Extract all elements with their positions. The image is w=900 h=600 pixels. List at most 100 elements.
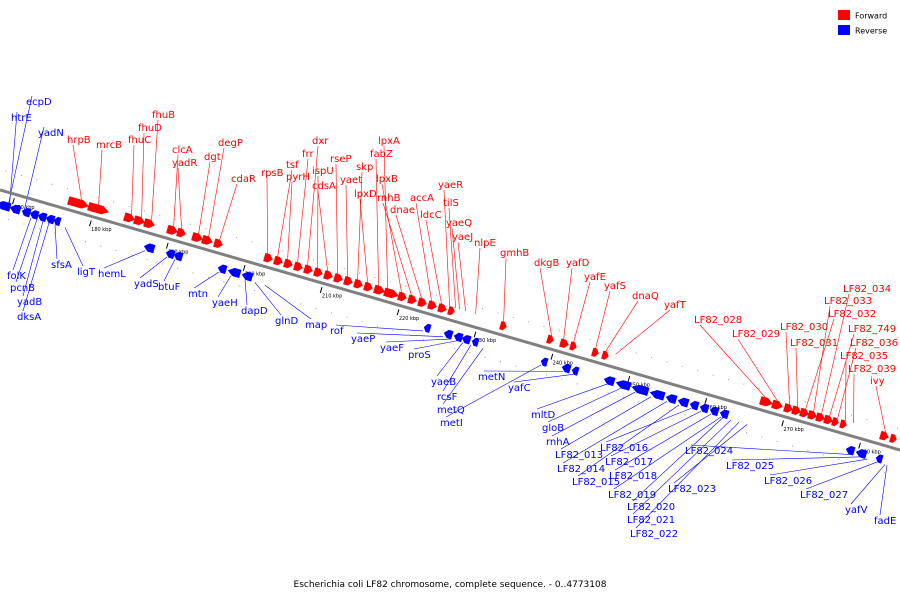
label-leader [805, 318, 835, 410]
forward-gene-arrow [176, 227, 186, 238]
label-leader [879, 464, 888, 516]
forward-gene-label: degP [218, 138, 243, 149]
scale-tick [550, 353, 554, 360]
label-leader [6, 95, 33, 211]
label-leader [345, 184, 348, 277]
reverse-gene-arrow [53, 216, 62, 227]
forward-gene-label: yafS [604, 281, 626, 292]
label-leader [382, 202, 412, 296]
forward-gene-label: lpxA [378, 136, 400, 147]
reverse-gene-arrow [845, 445, 856, 456]
forward-gene-arrow [323, 270, 333, 280]
reverse-gene-label: LF82_018 [609, 471, 657, 482]
reverse-gene-arrow [631, 384, 650, 396]
forward-gene-arrow [363, 281, 373, 292]
scale-tick-label: 170 kbp [14, 205, 34, 211]
label-leader [547, 387, 622, 423]
scale-tick [12, 198, 15, 205]
forward-gene-arrow [783, 403, 793, 413]
scale-tick-label: 210 kbp [322, 294, 342, 300]
label-leader [737, 338, 778, 402]
reverse-gene-label: metI [440, 418, 463, 429]
forward-gene-label: lpxB [376, 174, 398, 185]
label-leader [451, 227, 460, 310]
forward-gene-label: LF82_035 [840, 351, 888, 362]
legend-forward-label: Forward [855, 12, 887, 21]
reverse-gene-arrow [699, 403, 710, 414]
forward-gene-arrow [417, 297, 427, 307]
label-leader [457, 241, 466, 312]
label-leader [54, 224, 58, 260]
reverse-gene-label: LF82_027 [800, 490, 848, 501]
reverse-gene-label: yadN [38, 128, 64, 139]
reverse-gene-label: yafC [508, 383, 531, 394]
label-leader [577, 404, 680, 477]
label-leader [699, 324, 766, 398]
forward-gene-label: dkgB [534, 258, 559, 269]
label-leader [22, 222, 50, 312]
label-leader [563, 267, 573, 340]
forward-gene-arrow [123, 212, 135, 223]
label-leader [163, 259, 176, 282]
scale-tick-label: 180 kbp [91, 227, 111, 233]
forward-gene-arrow [383, 287, 399, 299]
forward-gene-arrow [293, 261, 303, 272]
reverse-gene-label: yafV [845, 505, 868, 516]
reverse-gene-arrow [165, 249, 176, 260]
reverse-gene-label: rnhA [546, 437, 570, 448]
label-leader [287, 181, 293, 260]
label-leader [448, 207, 456, 309]
label-leader [805, 461, 878, 490]
label-leader [356, 332, 444, 338]
forward-gene-arrow [546, 334, 554, 344]
forward-gene-arrow [397, 291, 407, 302]
forward-gene-label: rnhB [377, 193, 401, 204]
label-leader [139, 256, 168, 279]
reverse-gene-label: LF82_026 [764, 476, 812, 487]
reverse-gene-arrow [37, 212, 48, 223]
label-leader [769, 458, 868, 476]
forward-gene-label: pyrH [286, 172, 310, 183]
label-leader [254, 282, 282, 316]
reverse-gene-label: sfsA [51, 260, 72, 271]
forward-gene-label: fhuD [138, 123, 162, 134]
label-leader [850, 464, 886, 505]
label-leader [335, 324, 424, 332]
label-leader [673, 424, 748, 484]
reverse-gene-arrow [855, 449, 868, 459]
label-leader [610, 410, 702, 457]
reverse-gene-label: htrE [11, 113, 32, 124]
label-leader [837, 347, 857, 419]
forward-gene-arrow [87, 202, 109, 215]
forward-gene-label: ivy [870, 376, 885, 387]
reverse-gene-label: LF82_019 [608, 490, 656, 501]
forward-gene-label: LF82_030 [780, 322, 828, 333]
forward-gene-arrow [313, 267, 323, 277]
label-leader [573, 281, 591, 343]
forward-gene-label: skp [356, 162, 373, 173]
label-leader [177, 167, 182, 229]
reverse-gene-label: mltD [531, 410, 555, 421]
forward-gene-label: rseP [330, 154, 352, 165]
scale-tick-label: 240 kbp [553, 360, 573, 366]
forward-gene-label: yadR [172, 158, 197, 169]
forward-gene-arrow [133, 215, 145, 226]
legend-forward-swatch [838, 10, 850, 20]
forward-gene-label: fhuC [128, 135, 151, 146]
label-leader [173, 154, 179, 227]
reverse-gene-arrow [21, 207, 32, 218]
forward-gene-label: yafE [584, 272, 606, 283]
label-leader [277, 169, 293, 257]
reverse-gene-label: rof [330, 326, 344, 337]
label-leader [551, 391, 636, 437]
label-leader [22, 126, 45, 216]
reverse-gene-label: btuF [158, 282, 181, 293]
reverse-gene-label: LF82_016 [600, 443, 648, 454]
forward-gene-arrow [191, 232, 203, 242]
scale-tick [242, 264, 246, 271]
forward-gene-arrow [353, 278, 363, 289]
reverse-gene-label: LF82_020 [627, 502, 675, 513]
label-leader [562, 401, 668, 464]
forward-gene-label: LF82_034 [843, 284, 891, 295]
